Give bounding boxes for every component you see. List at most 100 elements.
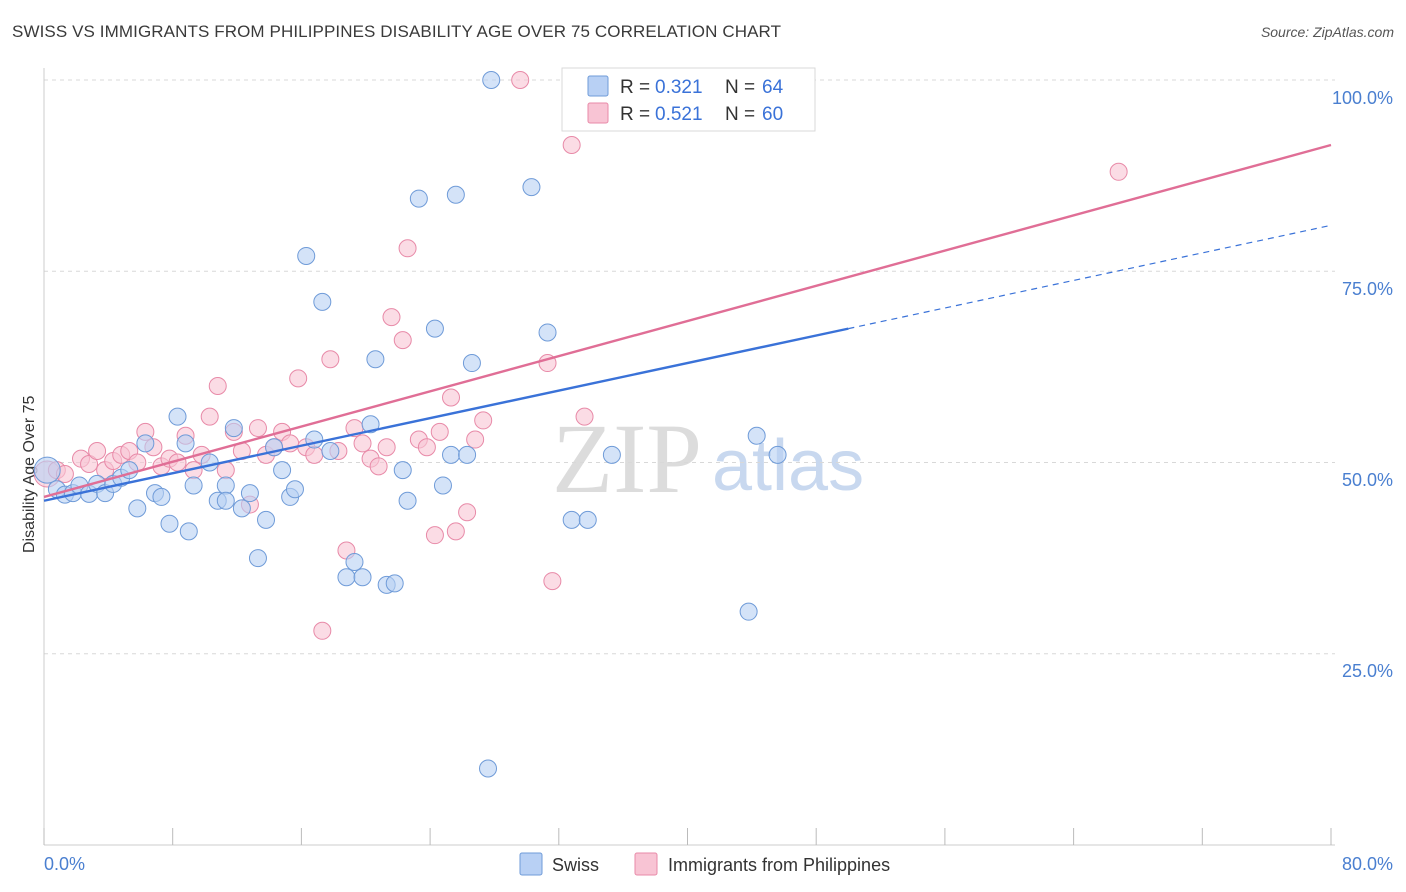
swiss-point-35: [337, 568, 356, 587]
swiss-point-14: [152, 487, 171, 506]
legend-n-value-philippines: 60: [762, 104, 783, 125]
philippines-point-49: [442, 388, 461, 407]
swiss-point-38: [361, 415, 380, 434]
swiss-point-44: [409, 189, 428, 208]
legend-swatch-philippines: [587, 102, 609, 124]
philippines-point-57: [562, 136, 581, 155]
philippines-point-56: [543, 572, 562, 591]
swiss-point-48: [446, 185, 465, 204]
swiss-point-52: [482, 71, 501, 89]
philippines-point-60: [1109, 162, 1128, 181]
philippines-point-52: [466, 430, 485, 449]
swiss-point-39: [366, 350, 385, 369]
swiss-point-26: [257, 510, 276, 529]
swiss-point-46: [433, 476, 452, 495]
swiss-point-31: [297, 246, 316, 265]
swiss-point-41: [385, 574, 404, 593]
watermark-zip: ZIP: [552, 403, 702, 514]
axes: [43, 68, 1335, 846]
swiss-point-16: [168, 407, 187, 426]
bottom-legend-label-philippines: Immigrants from Philippines: [668, 855, 890, 875]
swiss-point-18: [184, 476, 203, 495]
x-tick-label-left: 0.0%: [44, 854, 85, 874]
chart-title: SWISS VS IMMIGRANTS FROM PHILIPPINES DIS…: [12, 22, 782, 41]
x-tick-label-right: 80.0%: [1342, 854, 1393, 874]
swiss-point-60: [747, 426, 766, 445]
x-ticks: [43, 828, 1332, 845]
philippines-point-51: [458, 503, 477, 522]
philippines-point-19: [200, 407, 219, 426]
gridlines: [44, 79, 1335, 655]
legend-box: R = 0.321 N = 64 R = 0.521 N = 60: [561, 67, 816, 132]
swiss-point-17: [176, 434, 195, 453]
bottom-legend: Swiss Immigrants from Philippines: [519, 852, 890, 876]
philippines-point-46: [417, 438, 436, 457]
swiss-point-50: [462, 354, 481, 373]
philippines-point-34: [321, 350, 340, 369]
philippines-point-50: [446, 522, 465, 541]
swiss-point-59: [739, 602, 758, 621]
philippines-point-20: [208, 377, 227, 395]
legend-swatch-swiss: [587, 75, 609, 97]
swiss-point-24: [240, 484, 259, 503]
philippines-point-41: [377, 438, 396, 457]
swiss-point-36: [345, 552, 364, 571]
bottom-legend-swatch-swiss: [519, 852, 543, 876]
philippines-point-4: [80, 455, 99, 474]
legend-n-value-swiss: 64: [762, 77, 784, 98]
philippines-point-42: [382, 308, 401, 327]
bottom-legend-label-swiss: Swiss: [552, 855, 599, 875]
philippines-trend-line: [43, 143, 1332, 499]
y-tick-label-50: 50.0%: [1342, 470, 1393, 490]
swiss-point-19: [200, 453, 219, 472]
swiss-point-0: [33, 456, 61, 484]
series-swiss-points: [33, 71, 787, 778]
philippines-point-44: [398, 239, 417, 258]
swiss-point-23: [232, 499, 251, 518]
source-credit: Source: ZipAtlas.com: [1260, 24, 1394, 40]
swiss-trend-extension: [848, 224, 1332, 330]
swiss-point-53: [522, 178, 541, 197]
swiss-trend-line: [43, 327, 849, 502]
legend-r-value-swiss: 0.321: [655, 77, 703, 98]
legend-r-label-philippines: R =: [620, 104, 650, 125]
swiss-point-57: [602, 445, 621, 464]
legend-r-value-philippines: 0.521: [655, 104, 703, 125]
bottom-legend-swatch-philippines: [634, 852, 658, 876]
legend-r-label-swiss: R =: [620, 77, 650, 98]
swiss-point-11: [128, 499, 147, 518]
legend-n-label-philippines: N =: [725, 104, 755, 125]
swiss-point-42: [393, 461, 412, 480]
y-axis-title: Disability Age Over 75: [21, 395, 38, 553]
philippines-point-38: [353, 434, 372, 453]
philippines-point-47: [425, 526, 444, 545]
swiss-point-43: [398, 491, 417, 510]
swiss-point-55: [562, 510, 581, 529]
swiss-point-34: [321, 442, 340, 461]
philippines-point-40: [369, 457, 388, 476]
swiss-point-30: [285, 480, 304, 499]
philippines-point-32: [305, 445, 324, 464]
swiss-point-45: [425, 319, 444, 338]
philippines-point-48: [430, 422, 449, 441]
philippines-point-5: [88, 442, 107, 461]
y-tick-label-100: 100.0%: [1332, 88, 1393, 108]
swiss-point-25: [248, 549, 267, 568]
swiss-point-21: [216, 476, 235, 495]
philippines-point-30: [289, 369, 308, 388]
swiss-point-63: [179, 522, 198, 541]
swiss-point-32: [305, 430, 324, 449]
swiss-point-51: [479, 759, 498, 778]
swiss-point-12: [136, 434, 155, 453]
swiss-point-15: [160, 514, 179, 533]
philippines-point-25: [248, 419, 267, 438]
swiss-point-47: [442, 445, 461, 464]
y-tick-label-75: 75.0%: [1342, 279, 1393, 299]
swiss-point-49: [458, 445, 477, 464]
watermark-atlas: atlas: [712, 426, 864, 506]
swiss-point-54: [538, 323, 557, 342]
swiss-point-28: [273, 461, 292, 480]
swiss-point-62: [216, 491, 235, 510]
philippines-point-58: [575, 407, 594, 426]
